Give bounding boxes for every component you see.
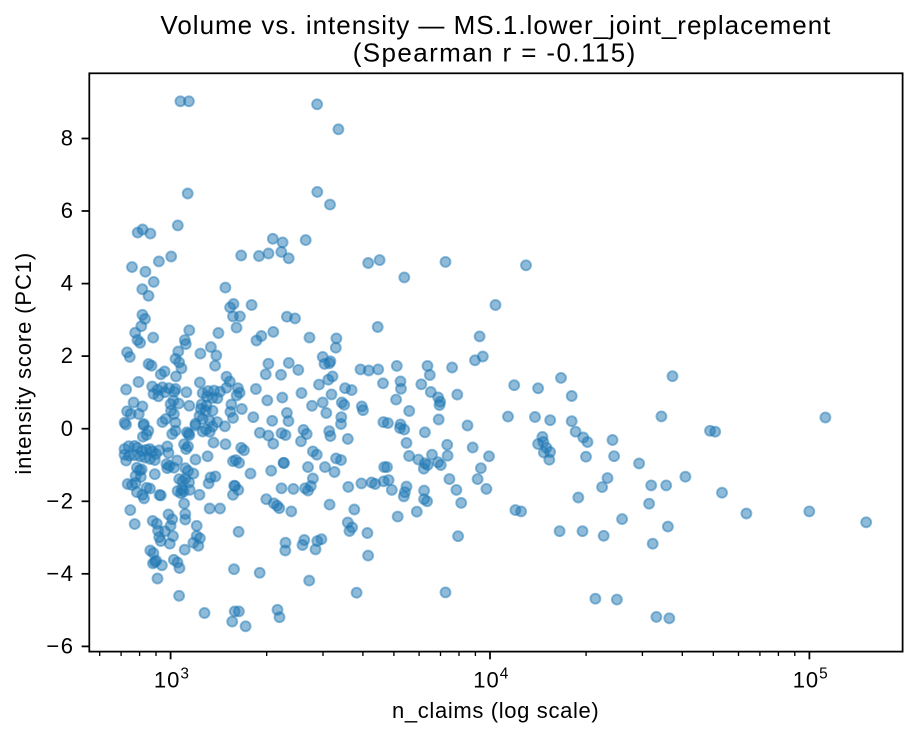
svg-text:6: 6 — [61, 198, 75, 223]
svg-text:2: 2 — [61, 343, 75, 368]
svg-text:intensity score (PC1): intensity score (PC1) — [11, 252, 36, 475]
svg-text:Volume vs. intensity — MS.1.lo: Volume vs. intensity — MS.1.lower_joint_… — [160, 10, 831, 40]
svg-text:−2: −2 — [46, 488, 74, 513]
svg-text:4: 4 — [61, 271, 75, 296]
svg-text:8: 8 — [61, 126, 75, 151]
svg-text:n_claims (log scale): n_claims (log scale) — [392, 698, 599, 723]
svg-text:(Spearman r = -0.115): (Spearman r = -0.115) — [353, 38, 637, 68]
svg-text:0: 0 — [61, 416, 75, 441]
svg-text:−6: −6 — [46, 634, 74, 659]
svg-text:−4: −4 — [46, 561, 74, 586]
